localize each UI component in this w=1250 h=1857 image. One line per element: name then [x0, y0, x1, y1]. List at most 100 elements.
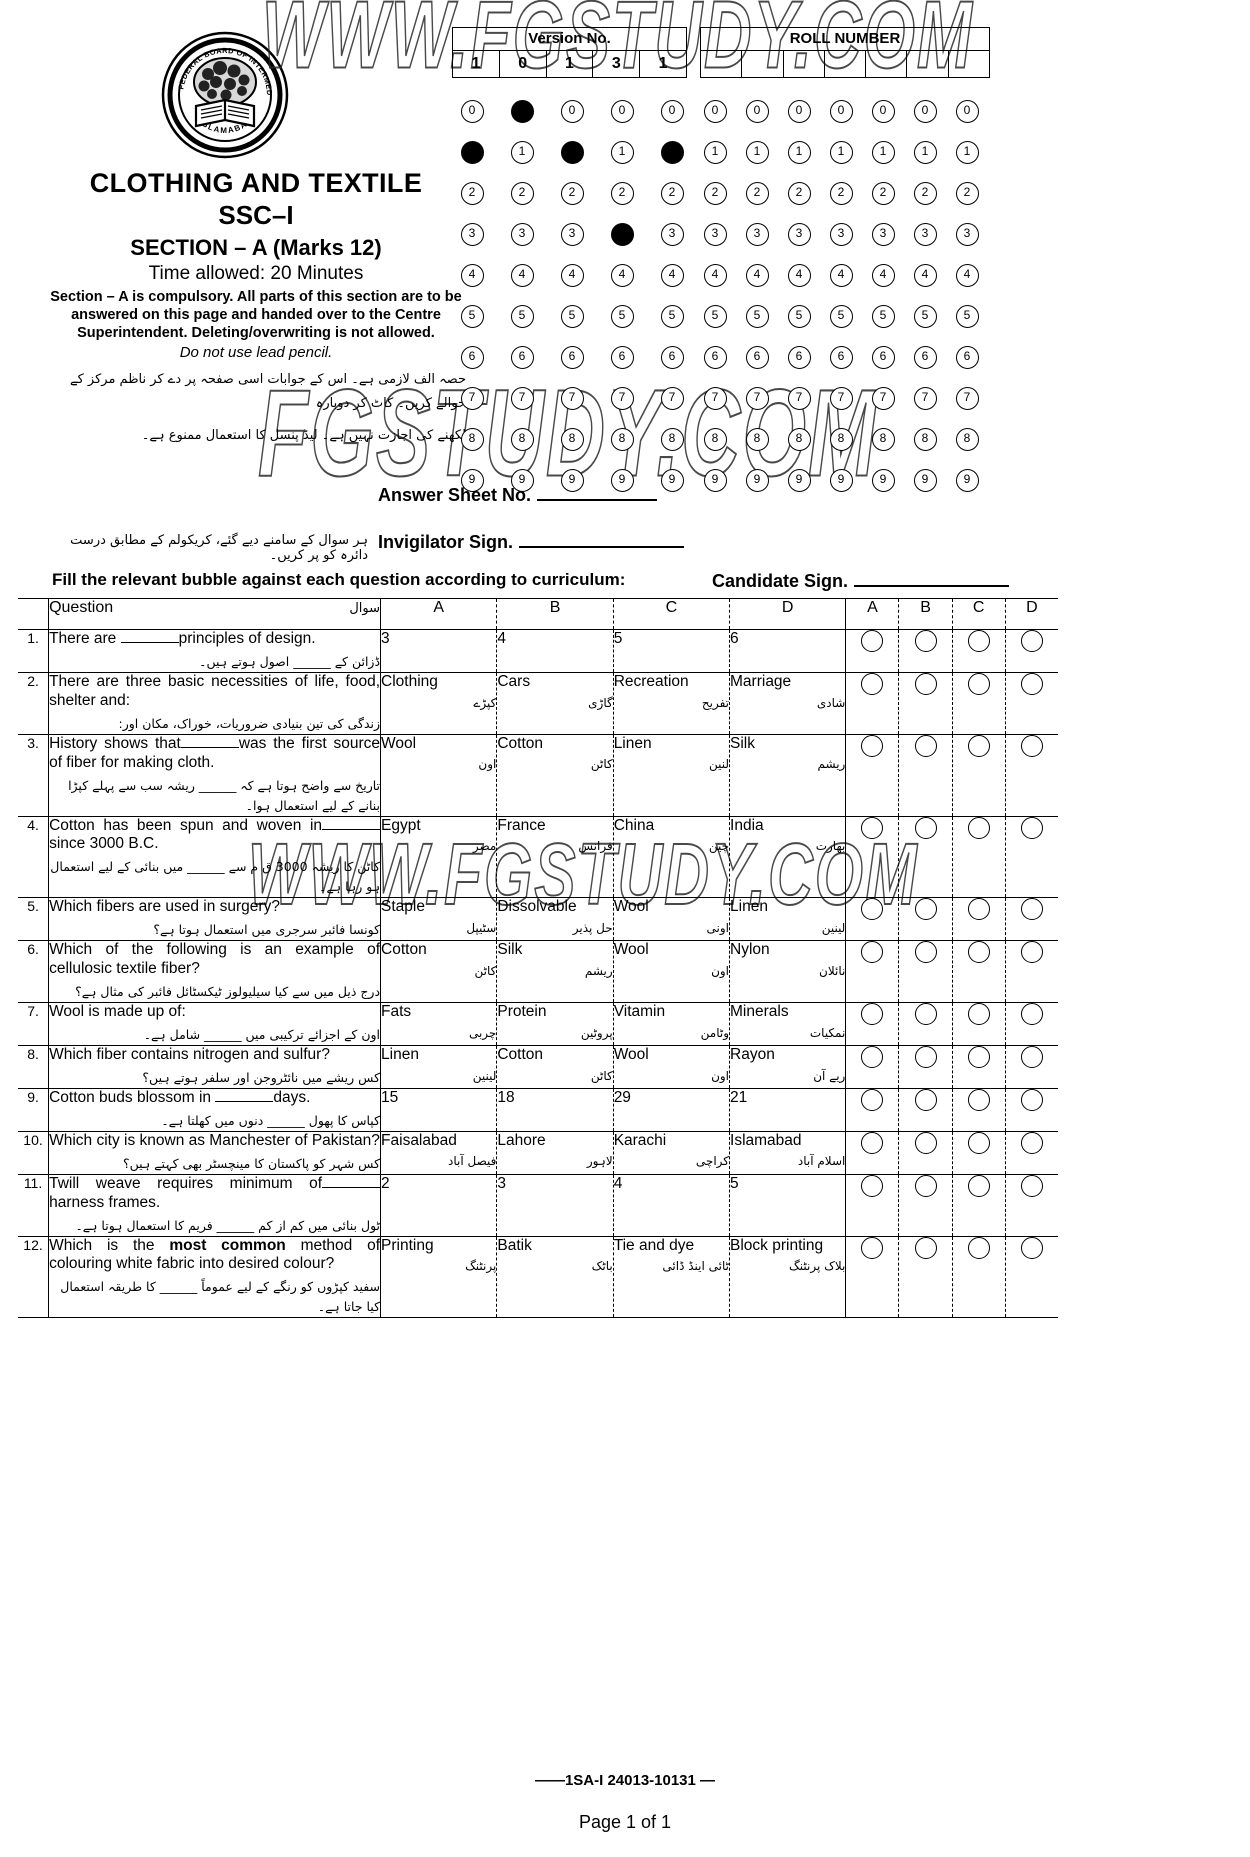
roll-bubble-0-5[interactable]: 5	[703, 305, 727, 328]
answer-bubble-q10-d[interactable]	[1020, 1131, 1043, 1154]
answer-bubble-cell-c[interactable]	[952, 671, 1006, 735]
version-bubble-0-3[interactable]: 3	[460, 223, 484, 246]
roll-bubble-4-2[interactable]: 2	[871, 182, 895, 205]
roll-bubble-0-2[interactable]: 2	[703, 182, 727, 205]
answer-bubble-cell-d[interactable]	[1005, 671, 1058, 735]
roll-bubble-5-1[interactable]: 1	[913, 141, 937, 164]
roll-bubble-6-1[interactable]: 1	[955, 141, 979, 164]
roll-digit-cells[interactable]	[700, 50, 990, 78]
answer-bubble-cell-a[interactable]	[845, 815, 900, 899]
version-bubble-2-3[interactable]: 3	[560, 223, 584, 246]
version-bubble-grid[interactable]: 0 1 2 3 4 5 6 7 8 9 0 1 2 3 4 5 6 7 8 9 0 1 2 3 4 5 6 7 8 9 0 1 2 3 4 5 6 7 8 9…	[447, 100, 697, 510]
answer-bubble-cell-d[interactable]	[1005, 733, 1058, 817]
answer-bubble-cell-d[interactable]	[1005, 1044, 1058, 1089]
version-bubble-4-5[interactable]: 5	[660, 305, 684, 328]
roll-bubble-5-9[interactable]: 9	[913, 469, 937, 492]
answer-bubble-q8-b[interactable]	[914, 1045, 937, 1068]
roll-bubble-5-5[interactable]: 5	[913, 305, 937, 328]
version-bubble-1-6[interactable]: 6	[510, 346, 534, 369]
answer-bubble-cell-b[interactable]	[898, 1235, 953, 1319]
roll-bubble-4-7[interactable]: 7	[871, 387, 895, 410]
roll-digit-5[interactable]	[907, 51, 949, 77]
version-bubble-1-9[interactable]: 9	[510, 469, 534, 492]
answer-bubble-q10-c[interactable]	[967, 1131, 990, 1154]
version-bubble-1-4[interactable]: 4	[510, 264, 534, 287]
roll-bubble-3-3[interactable]: 3	[829, 223, 853, 246]
candidate-sign-line[interactable]	[854, 570, 1010, 587]
roll-bubble-2-9[interactable]: 9	[787, 469, 811, 492]
version-bubble-3-2[interactable]: 2	[610, 182, 634, 205]
version-bubble-0-1[interactable]: 1	[460, 141, 484, 164]
version-bubble-3-1[interactable]: 1	[610, 141, 634, 164]
roll-bubble-3-6[interactable]: 6	[829, 346, 853, 369]
answer-bubble-q3-a[interactable]	[861, 734, 884, 757]
answer-bubble-q2-d[interactable]	[1020, 672, 1043, 695]
roll-bubble-0-6[interactable]: 6	[703, 346, 727, 369]
roll-bubble-5-2[interactable]: 2	[913, 182, 937, 205]
version-bubble-1-0[interactable]: 0	[510, 100, 534, 123]
version-bubble-3-8[interactable]: 8	[610, 428, 634, 451]
answer-bubble-cell-b[interactable]	[898, 940, 953, 1004]
answer-bubble-q1-a[interactable]	[861, 630, 884, 652]
roll-bubble-2-0[interactable]: 0	[787, 100, 811, 123]
roll-bubble-2-8[interactable]: 8	[787, 428, 811, 451]
version-bubble-4-3[interactable]: 3	[660, 223, 684, 246]
version-bubble-4-6[interactable]: 6	[660, 346, 684, 369]
answer-bubble-cell-b[interactable]	[898, 1130, 953, 1175]
roll-bubble-6-4[interactable]: 4	[955, 264, 979, 287]
answer-bubble-cell-c[interactable]	[952, 629, 1006, 673]
version-bubble-0-2[interactable]: 2	[460, 182, 484, 205]
roll-bubble-3-5[interactable]: 5	[829, 305, 853, 328]
answer-bubble-cell-c[interactable]	[952, 1235, 1006, 1319]
version-bubble-4-8[interactable]: 8	[660, 428, 684, 451]
roll-bubble-3-0[interactable]: 0	[829, 100, 853, 123]
answer-bubble-q7-a[interactable]	[861, 1003, 884, 1026]
version-bubble-0-7[interactable]: 7	[460, 387, 484, 410]
roll-bubble-5-7[interactable]: 7	[913, 387, 937, 410]
roll-digit-4[interactable]	[866, 51, 908, 77]
answer-bubble-q5-a[interactable]	[861, 898, 884, 921]
answer-bubble-cell-c[interactable]	[952, 897, 1006, 942]
roll-bubble-5-8[interactable]: 8	[913, 428, 937, 451]
answer-bubble-cell-b[interactable]	[898, 897, 953, 942]
roll-bubble-5-3[interactable]: 3	[913, 223, 937, 246]
roll-digit-6[interactable]	[949, 51, 989, 77]
answer-bubble-cell-d[interactable]	[1005, 629, 1058, 673]
roll-bubble-6-8[interactable]: 8	[955, 428, 979, 451]
answer-bubble-q12-a[interactable]	[861, 1236, 884, 1259]
answer-bubble-cell-a[interactable]	[845, 671, 900, 735]
roll-bubble-4-4[interactable]: 4	[871, 264, 895, 287]
version-bubble-3-9[interactable]: 9	[610, 469, 634, 492]
answer-bubble-q2-a[interactable]	[861, 672, 884, 695]
answer-bubble-q7-d[interactable]	[1020, 1003, 1043, 1026]
answer-bubble-cell-b[interactable]	[898, 733, 953, 817]
roll-bubble-2-6[interactable]: 6	[787, 346, 811, 369]
version-bubble-0-9[interactable]: 9	[460, 469, 484, 492]
answer-bubble-cell-c[interactable]	[952, 1044, 1006, 1089]
answer-bubble-q8-a[interactable]	[861, 1045, 884, 1068]
roll-bubble-1-1[interactable]: 1	[745, 141, 769, 164]
answer-bubble-q12-d[interactable]	[1020, 1236, 1043, 1259]
invigilator-sign-line[interactable]	[519, 531, 685, 548]
roll-bubble-6-5[interactable]: 5	[955, 305, 979, 328]
answer-bubble-cell-a[interactable]	[845, 1044, 900, 1089]
version-bubble-3-5[interactable]: 5	[610, 305, 634, 328]
version-bubble-2-8[interactable]: 8	[560, 428, 584, 451]
answer-bubble-q5-b[interactable]	[914, 898, 937, 921]
answer-bubble-q10-b[interactable]	[914, 1131, 937, 1154]
version-bubble-1-5[interactable]: 5	[510, 305, 534, 328]
answer-bubble-q3-d[interactable]	[1020, 734, 1043, 757]
answer-bubble-cell-a[interactable]	[845, 1173, 900, 1237]
answer-bubble-cell-a[interactable]	[845, 940, 900, 1004]
roll-bubble-1-2[interactable]: 2	[745, 182, 769, 205]
roll-bubble-1-7[interactable]: 7	[745, 387, 769, 410]
invigilator-sign-field[interactable]: Invigilator Sign.	[378, 531, 685, 553]
roll-bubble-1-5[interactable]: 5	[745, 305, 769, 328]
roll-bubble-4-8[interactable]: 8	[871, 428, 895, 451]
version-bubble-1-2[interactable]: 2	[510, 182, 534, 205]
answer-bubble-q7-b[interactable]	[914, 1003, 937, 1026]
answer-bubble-q4-a[interactable]	[861, 816, 884, 839]
roll-bubble-5-0[interactable]: 0	[913, 100, 937, 123]
candidate-sign-field[interactable]: Candidate Sign.	[712, 570, 1010, 592]
roll-bubble-1-0[interactable]: 0	[745, 100, 769, 123]
